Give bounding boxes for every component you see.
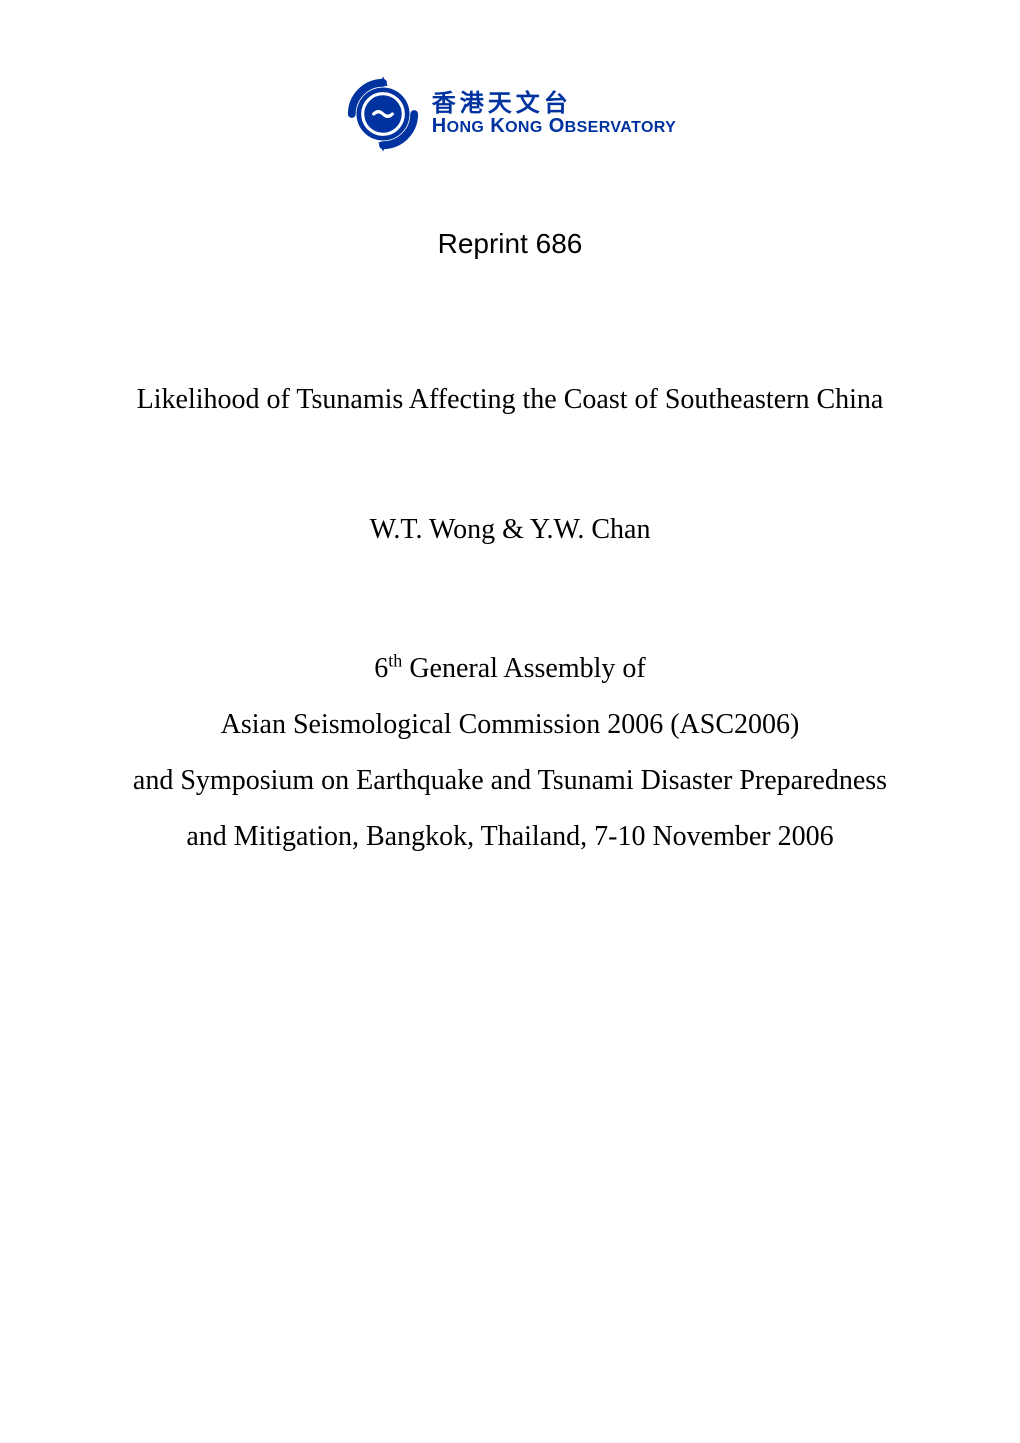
observatory-logo-icon — [344, 75, 422, 153]
logo-chinese-text: 香港天文台 — [432, 91, 676, 116]
document-page: 香港天文台 HONG KONG OBSERVATORY Reprint 686 … — [0, 0, 1020, 1443]
venue-line-3: and Symposium on Earthquake and Tsunami … — [90, 753, 930, 809]
logo-text-block: 香港天文台 HONG KONG OBSERVATORY — [432, 91, 676, 137]
reprint-number: Reprint 686 — [90, 228, 930, 260]
logo-block: 香港天文台 HONG KONG OBSERVATORY — [90, 75, 930, 153]
venue-line-2: Asian Seismological Commission 2006 (ASC… — [90, 697, 930, 753]
venue-line-1: 6th General Assembly of — [90, 641, 930, 697]
paper-venue: 6th General Assembly of Asian Seismologi… — [90, 641, 930, 865]
logo-wrap: 香港天文台 HONG KONG OBSERVATORY — [344, 75, 676, 153]
venue-line-4: and Mitigation, Bangkok, Thailand, 7-10 … — [90, 809, 930, 865]
logo-english-text: HONG KONG OBSERVATORY — [432, 116, 676, 137]
paper-title: Likelihood of Tsunamis Affecting the Coa… — [90, 380, 930, 419]
paper-authors: W.T. Wong & Y.W. Chan — [90, 514, 930, 546]
